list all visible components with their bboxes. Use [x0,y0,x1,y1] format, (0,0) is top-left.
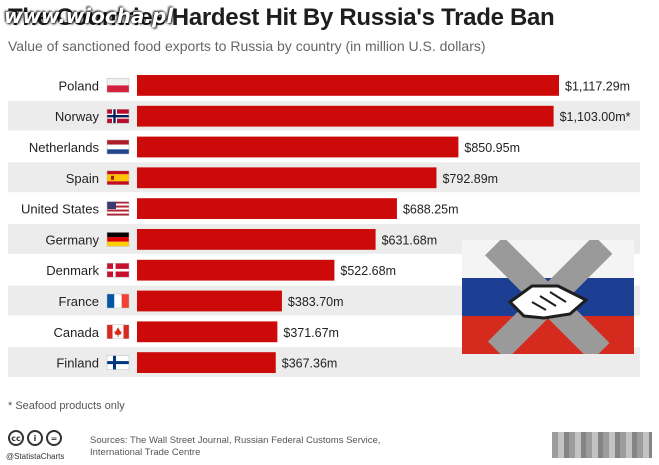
by-icon: i [27,430,43,446]
poland-flag-icon [106,78,130,93]
spain-flag-icon [106,170,130,186]
handshake-over-russian-flag-icon [462,235,634,362]
license-icons: cc i = [8,430,62,446]
bar [137,259,335,281]
category-label: Poland [59,78,99,93]
bar [137,290,282,312]
data-label: $688.25m [403,203,459,217]
bar-row: Spain $792.89m [8,162,640,193]
data-label: $1,103.00m* [560,110,631,124]
bar [137,136,459,158]
bar-row: Netherlands $850.95m [29,136,520,158]
data-label: $383.70m [288,295,344,309]
category-label: Netherlands [29,140,100,155]
bar [137,352,276,373]
category-label: Denmark [46,263,99,278]
blurred-logo [552,432,652,458]
category-label: Canada [53,325,99,340]
data-label: $367.36m [282,357,338,371]
data-label: $631.68m [382,233,438,247]
sources: Sources: The Wall Street Journal, Russia… [90,435,380,459]
sources-line-1: Sources: The Wall Street Journal, Russia… [90,435,381,446]
watermark-text: www.wiocha.pl [4,4,174,28]
data-label: $1,117.29m [565,79,630,93]
brand-handle: @StatistaCharts [6,452,65,461]
bar-row: Canada $371.67m [53,321,339,343]
category-label: Spain [66,171,99,186]
denmark-flag-icon [106,262,130,278]
data-label: $850.95m [464,141,520,155]
bar [137,105,554,127]
category-label: Norway [55,109,100,124]
sources-line-2: International Trade Centre [90,447,201,458]
category-label: United States [21,202,100,217]
chart-title: The Countries Hardest Hit By Russia's Tr… [8,4,555,31]
finland-flag-icon [106,355,130,370]
data-label: $792.89m [442,172,498,186]
france-flag-icon [106,293,130,309]
bar [137,198,397,219]
bar-row: Norway $1,103.00m* [8,100,640,131]
nd-icon: = [46,430,62,446]
cc-icon: cc [8,430,24,446]
bar [137,167,437,189]
category-label: France [59,294,99,309]
bar [137,321,278,343]
netherlands-flag-icon [106,139,130,155]
canada-flag-icon [106,324,130,340]
germany-flag-icon [106,232,130,247]
united-states-flag-icon [106,201,130,216]
bar [137,229,376,250]
norway-flag-icon [106,108,130,124]
footnote: * Seafood products only [8,400,125,412]
category-label: Germany [46,232,100,247]
chart-subtitle: Value of sanctioned food exports to Russ… [8,38,486,54]
data-label: $371.67m [283,326,339,340]
bar-row: United States $688.25m [21,198,459,219]
bar [137,75,559,96]
category-label: Finland [56,356,99,371]
data-label: $522.68m [340,264,396,278]
bar-row: Poland $1,117.29m [59,75,630,96]
bar-row: Denmark $522.68m [46,259,396,281]
watermark: www.wiocha.pl [4,2,194,30]
